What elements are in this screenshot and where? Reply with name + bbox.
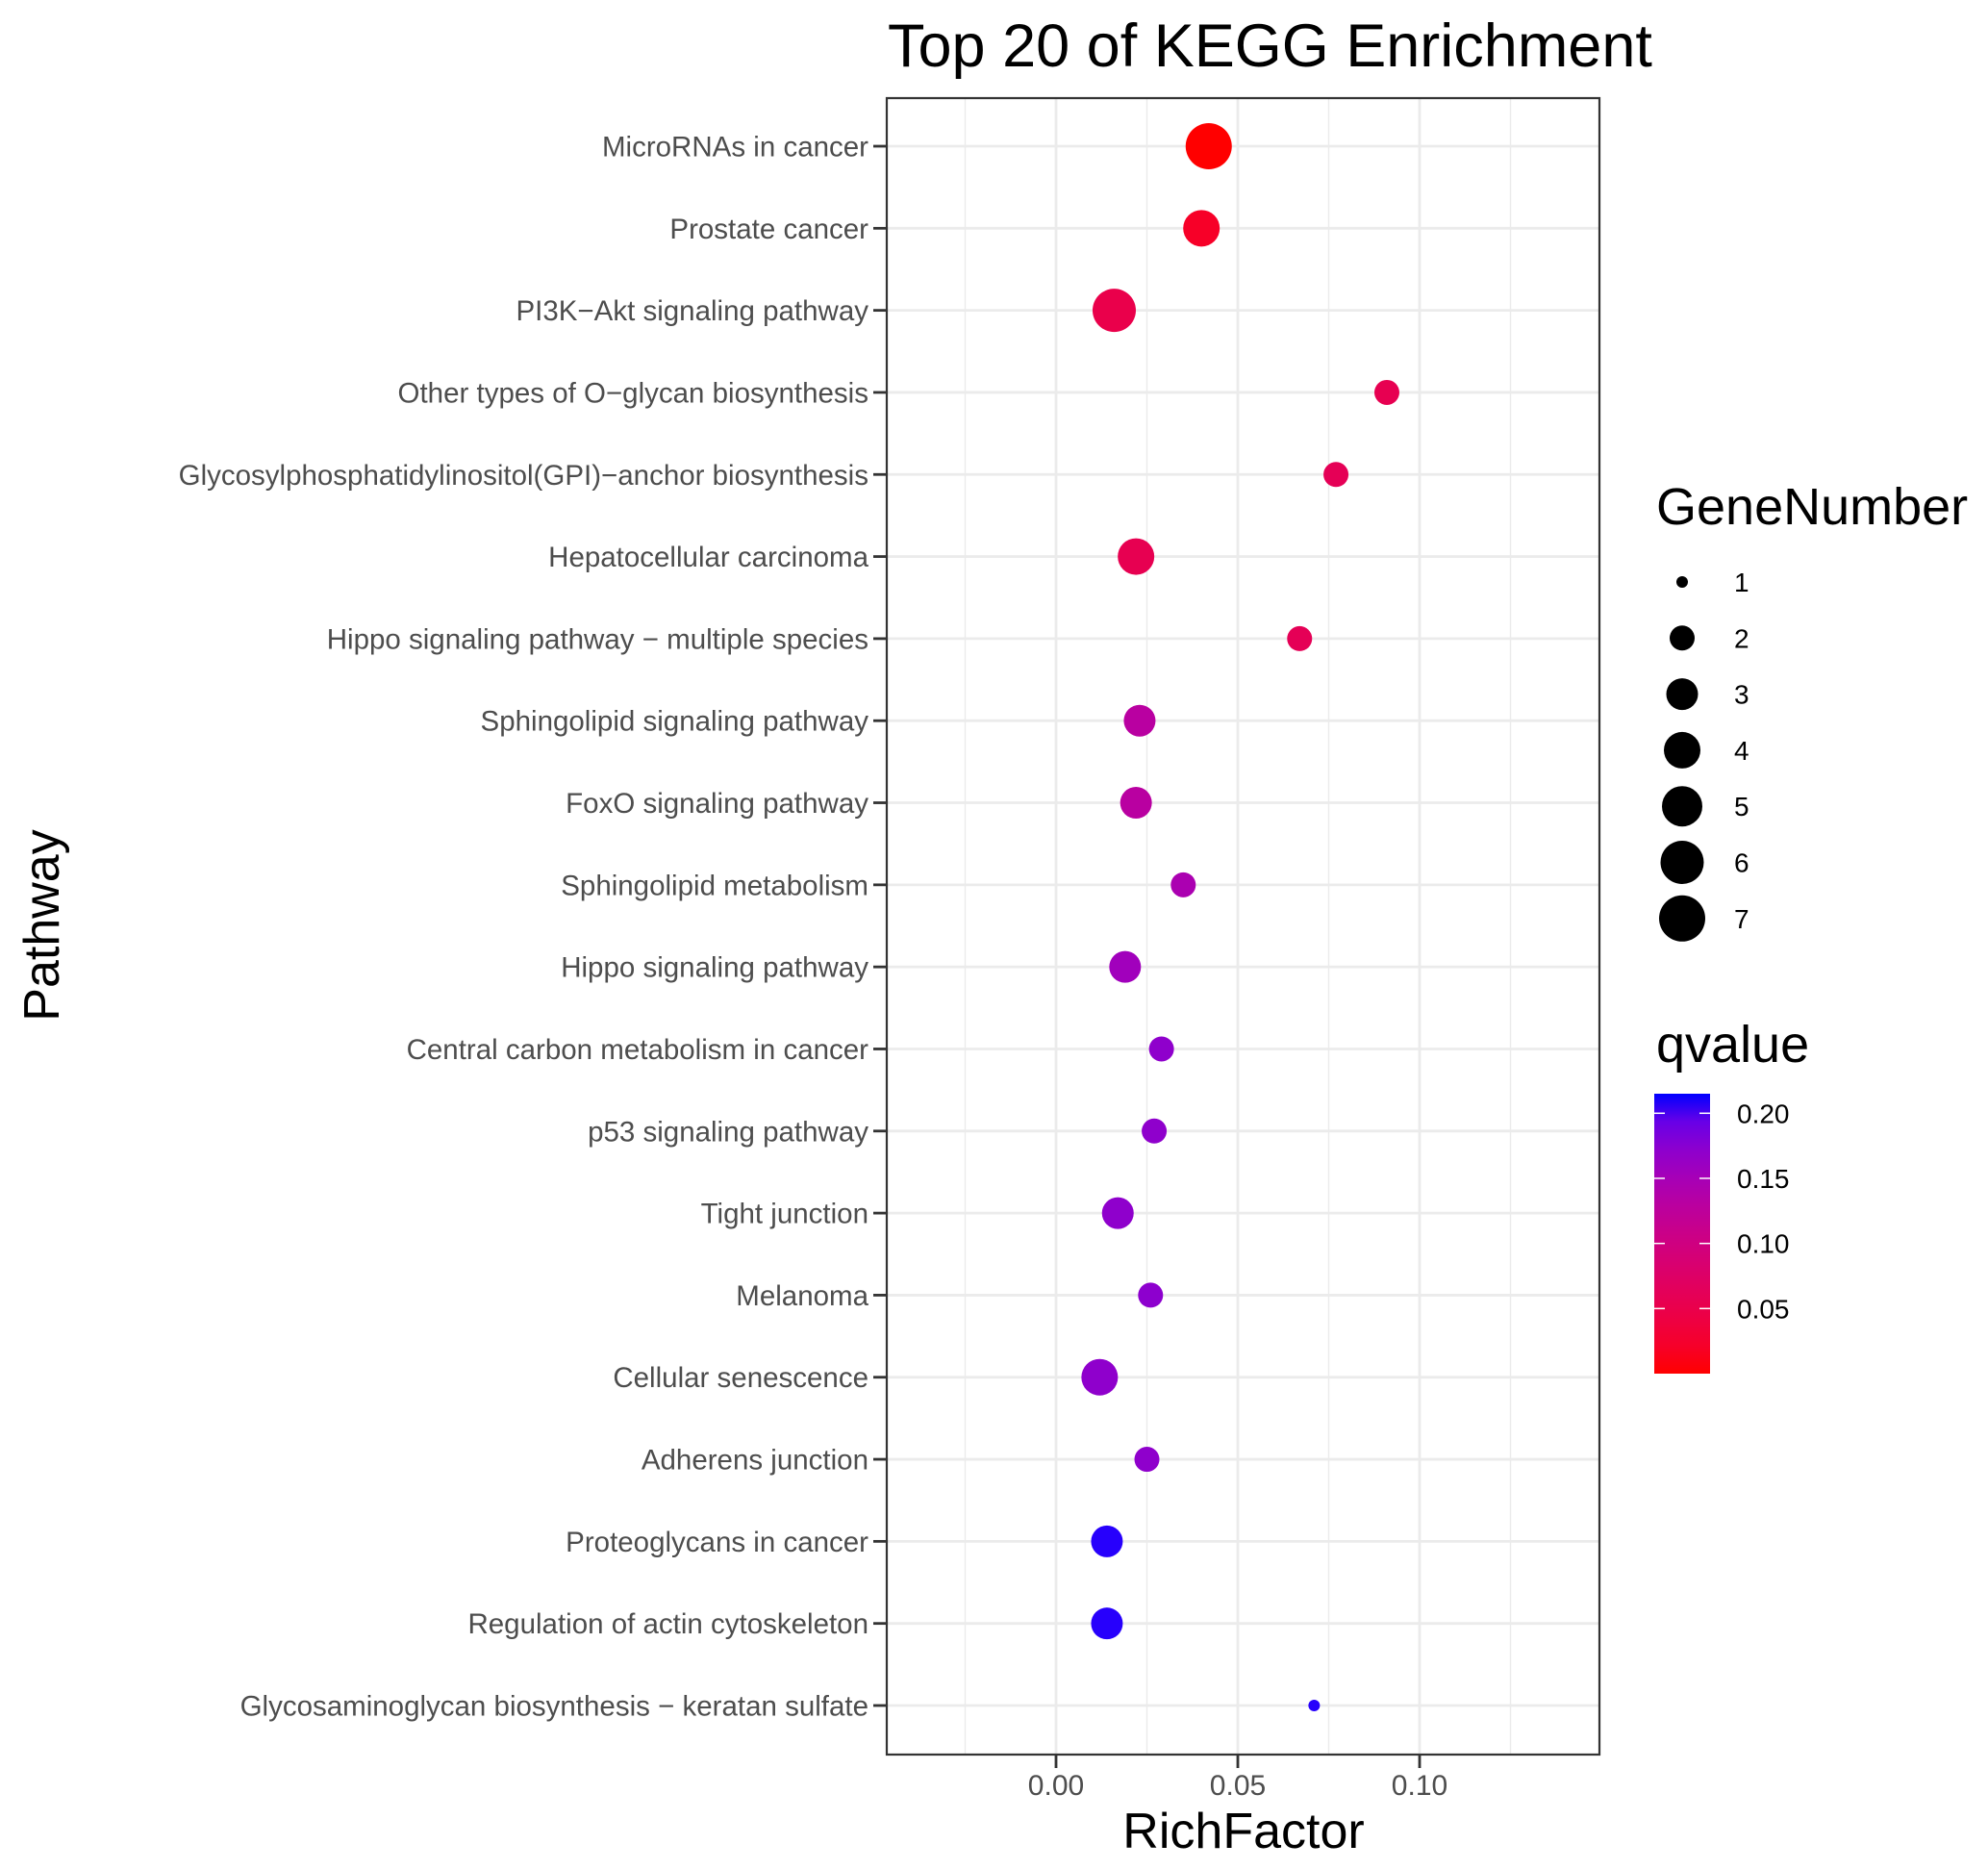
size-legend-title: GeneNumber [1656, 478, 1968, 536]
data-point [1109, 950, 1142, 983]
minor-gridlines [964, 98, 1512, 1755]
size-legend-label: 2 [1734, 623, 1749, 653]
data-point [1138, 1282, 1164, 1308]
y-tick-label: Other types of O−glycan biosynthesis [398, 377, 868, 409]
y-tick-label: Hepatocellular carcinoma [548, 542, 868, 573]
data-points [1081, 123, 1399, 1711]
data-point [1142, 1118, 1168, 1144]
data-point [1170, 872, 1196, 897]
size-legend-key [1660, 841, 1704, 884]
y-tick-label: Glycosaminoglycan biosynthesis − keratan… [240, 1691, 868, 1723]
size-legend-key [1676, 576, 1688, 588]
y-axis: MicroRNAs in cancer Prostate cancer PI3K−A… [179, 132, 887, 1723]
data-point [1308, 1700, 1321, 1711]
y-tick-label: p53 signaling pathway [588, 1116, 868, 1148]
y-tick-label: Hippo signaling pathway [561, 952, 868, 984]
data-point [1185, 123, 1232, 169]
size-legend-key [1659, 895, 1705, 942]
y-tick-label: PI3K−Akt signaling pathway [516, 295, 868, 327]
colorbar [1654, 1094, 1710, 1374]
y-tick-label: FoxO signaling pathway [566, 788, 868, 820]
colorbar-ticks: 0.20 0.15 0.10 0.05 [1654, 1099, 1790, 1324]
data-point [1101, 1197, 1134, 1229]
y-tick-label: Central carbon metabolism in cancer [407, 1034, 869, 1066]
size-legend-label: 1 [1734, 568, 1749, 597]
data-point [1118, 538, 1155, 575]
size-legend-key [1670, 625, 1695, 651]
data-point [1091, 1525, 1123, 1557]
x-axis-title: RichFactor [1122, 1804, 1364, 1859]
colorbar-label: 0.10 [1737, 1229, 1790, 1259]
panel-background [887, 98, 1599, 1755]
data-point [1323, 462, 1349, 488]
y-tick-label: Regulation of actin cytoskeleton [467, 1608, 868, 1640]
y-tick-label: Adherens junction [642, 1445, 868, 1477]
y-tick-label: Glycosylphosphatidylinositol(GPI)−anchor… [179, 460, 868, 492]
data-point [1373, 379, 1399, 405]
size-legend-label: 3 [1734, 680, 1749, 710]
major-gridlines [887, 98, 1599, 1755]
color-legend: qvalue 0.20 0.15 0.10 0.05 [1654, 1016, 1809, 1374]
data-point [1092, 289, 1136, 333]
size-legend-label: 7 [1734, 904, 1749, 934]
chart-title: Top 20 of KEGG Enrichment [888, 13, 1652, 80]
panel-border [885, 96, 1601, 1756]
data-point [1134, 1447, 1160, 1473]
y-tick-label: Cellular senescence [613, 1362, 868, 1394]
size-legend: GeneNumber 1 2 3 4 5 6 7 [1656, 478, 1968, 942]
colorbar-label: 0.20 [1737, 1099, 1790, 1128]
colorbar-label: 0.15 [1737, 1164, 1790, 1194]
size-legend-key [1664, 731, 1700, 769]
y-tick-label: Sphingolipid signaling pathway [481, 706, 869, 738]
y-tick-label: MicroRNAs in cancer [602, 132, 868, 164]
size-legend-key [1666, 678, 1699, 711]
size-legend-label: 5 [1734, 792, 1749, 821]
data-point [1183, 210, 1220, 247]
data-point [1091, 1607, 1123, 1640]
y-axis-title: Pathway [14, 829, 70, 1021]
x-tick-label: 0.05 [1210, 1770, 1266, 1802]
x-axis: 0.00 0.05 0.10 [1028, 1755, 1447, 1802]
y-tick-label: Prostate cancer [669, 214, 868, 245]
data-point [1148, 1036, 1174, 1062]
x-tick-label: 0.00 [1028, 1770, 1084, 1802]
y-tick-label: Proteoglycans in cancer [566, 1527, 868, 1558]
y-tick-label: Tight junction [701, 1199, 868, 1230]
data-point [1081, 1358, 1119, 1396]
y-tick-label: Melanoma [736, 1280, 868, 1312]
data-point [1120, 787, 1152, 820]
plot-panel [885, 96, 1601, 1756]
size-legend-label: 4 [1734, 736, 1749, 766]
size-legend-key [1662, 786, 1702, 827]
colorbar-label: 0.05 [1737, 1294, 1790, 1324]
y-tick-label: Sphingolipid metabolism [561, 870, 868, 901]
data-point [1123, 704, 1156, 737]
data-point [1287, 625, 1313, 651]
y-tick-label: Hippo signaling pathway − multiple speci… [327, 623, 868, 655]
color-legend-title: qvalue [1656, 1016, 1809, 1074]
size-legend-label: 6 [1734, 848, 1749, 878]
x-tick-label: 0.10 [1392, 1770, 1447, 1802]
